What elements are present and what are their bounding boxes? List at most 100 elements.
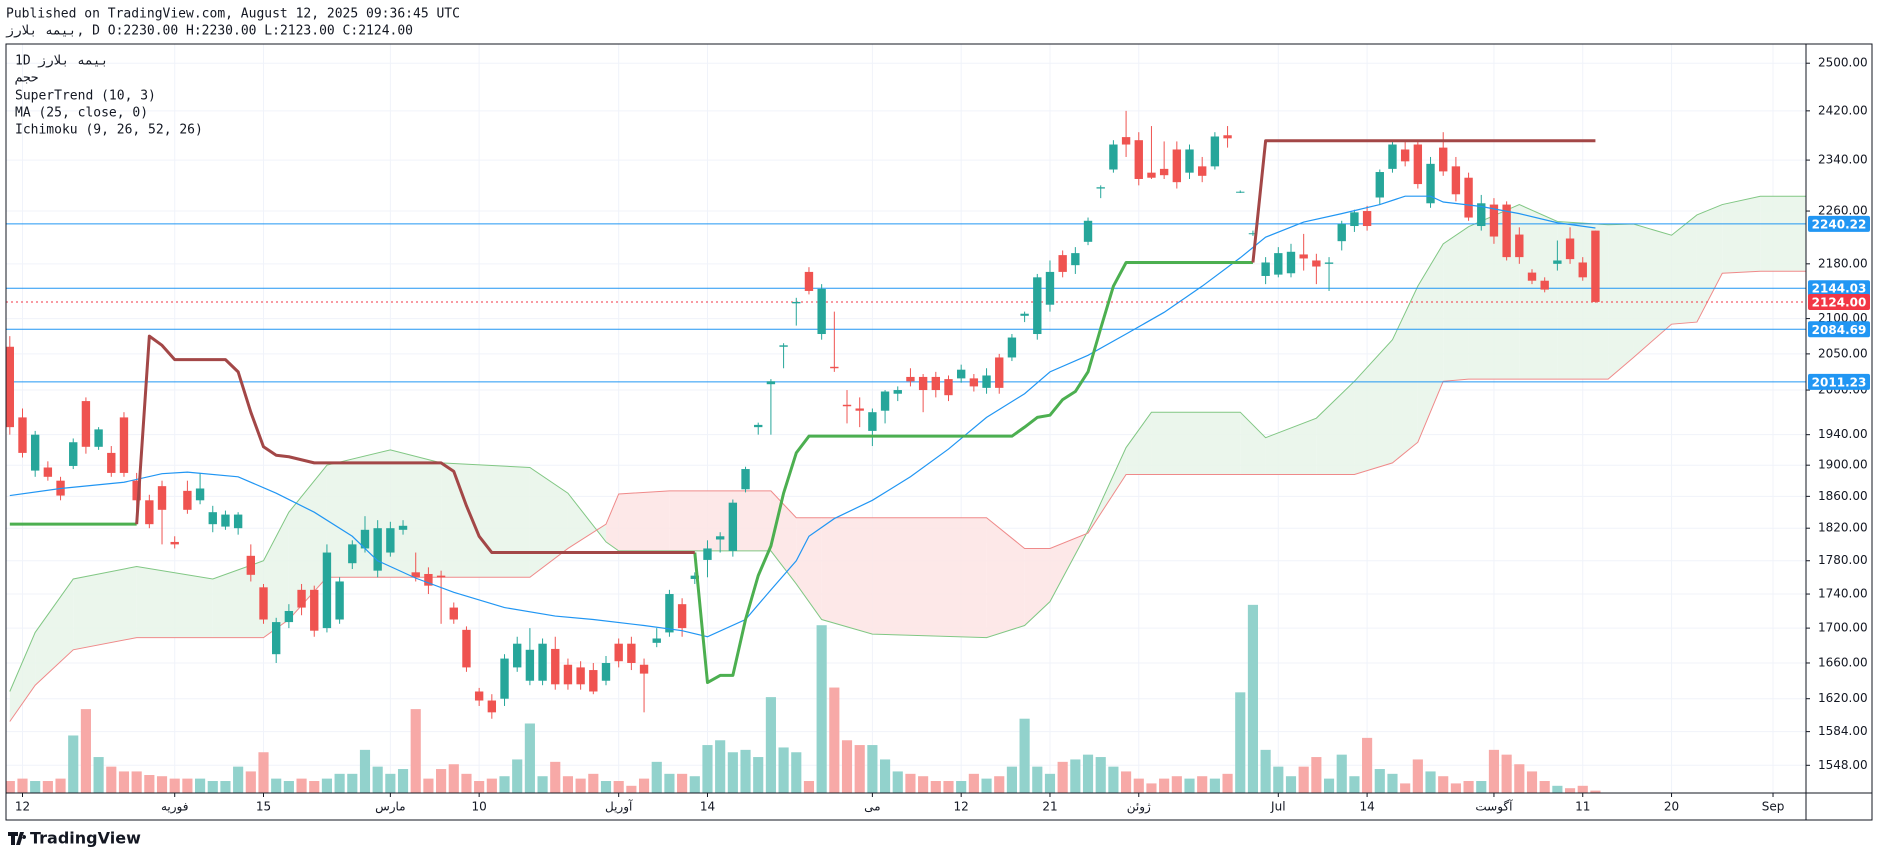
volume-bar <box>321 778 333 793</box>
candle-body <box>424 573 433 586</box>
volume-bar <box>1019 718 1030 793</box>
cloud-segment <box>1316 381 1355 475</box>
y-tick-label: 1620.00 <box>1818 691 1868 705</box>
candle-body <box>1591 230 1600 302</box>
volume-bar <box>550 761 561 793</box>
volume-bar <box>1349 776 1360 793</box>
cloud-segment <box>1519 204 1558 380</box>
price-badge <box>1808 293 1870 310</box>
candle-body <box>589 670 598 692</box>
price-badge-label: 2144.03 <box>1812 282 1867 296</box>
price-badge <box>1808 321 1870 338</box>
candle-body <box>272 622 281 655</box>
candle-body <box>1223 135 1232 139</box>
y-tick-label: 1780.00 <box>1818 553 1868 567</box>
volume-bar <box>651 761 662 793</box>
volume-bar <box>664 773 675 793</box>
candle-body <box>817 288 826 335</box>
price-badge-label: 2240.22 <box>1812 217 1867 231</box>
volume-bar <box>423 778 434 793</box>
volume-bar <box>727 752 738 793</box>
candle-body <box>918 376 928 391</box>
volume-bar <box>347 773 358 793</box>
volume-bar <box>740 749 751 793</box>
candle-body <box>1147 172 1156 178</box>
legend: 1D بیمه بلارز حجم SuperTrend (10, 3) MA … <box>15 54 203 138</box>
candle-body <box>601 662 611 681</box>
volume-bar <box>271 778 282 793</box>
cloud-segment <box>986 517 1025 638</box>
candle-body <box>525 649 535 681</box>
candle-body <box>500 658 509 699</box>
x-tick-label: 14 <box>700 800 715 814</box>
price-badge <box>1808 373 1870 390</box>
candle-body <box>1121 137 1131 145</box>
candle-body <box>995 357 1004 388</box>
logo-text: TradingView <box>30 829 141 848</box>
candle-body <box>1007 337 1017 358</box>
volume-bar <box>461 773 472 793</box>
y-tick-label: 1820.00 <box>1818 521 1868 535</box>
cloud-segment <box>1417 243 1444 443</box>
volume-bar <box>626 785 637 793</box>
volume-bar <box>1159 778 1170 793</box>
candle-body <box>868 412 877 431</box>
frame <box>5 43 1873 821</box>
volume-bar <box>943 781 954 793</box>
volume-bar <box>715 740 726 793</box>
cloud-segment <box>1126 412 1152 475</box>
volume-bar <box>1273 766 1284 793</box>
candle-body <box>627 643 636 663</box>
volume-bar <box>575 778 586 793</box>
volume-bar <box>1171 776 1182 793</box>
candle-body <box>1540 280 1549 290</box>
volume-bar <box>1057 761 1068 793</box>
candle-body <box>1033 277 1042 335</box>
cloud-segment <box>567 493 606 549</box>
candle-body <box>170 541 179 545</box>
candle-body <box>1439 147 1448 172</box>
candle-body <box>69 442 78 466</box>
volume-bar <box>1184 778 1195 793</box>
x-tick-label: 15 <box>256 800 271 814</box>
candle-body <box>690 575 699 579</box>
candle-body <box>728 502 738 551</box>
candle-body <box>639 664 649 674</box>
symbol-ohlc: بیمه بلارز, D O:2230.00 H:2230.00 L:2123… <box>5 24 413 39</box>
candle-body <box>195 488 205 501</box>
candle-body <box>6 346 14 428</box>
volume-bar <box>309 781 320 793</box>
candle-body <box>665 594 674 633</box>
candle-body <box>1198 166 1207 176</box>
candle-body <box>360 529 370 549</box>
candle-body <box>348 544 357 564</box>
price-badge-label: 2084.69 <box>1812 323 1867 337</box>
candle-body <box>1375 172 1384 198</box>
published-note: Published on TradingView.com, August 12,… <box>6 7 460 22</box>
volume-bar <box>499 776 510 793</box>
volume-bar <box>816 625 827 793</box>
cloud-segment <box>821 517 873 635</box>
volume-bar <box>106 766 117 793</box>
volume-bar <box>1133 778 1144 793</box>
y-tick-label: 2500.00 <box>1818 56 1868 70</box>
candle-body <box>81 401 91 447</box>
cloud-segment <box>1696 204 1723 323</box>
candle-body <box>18 417 27 453</box>
volume-bar <box>981 778 992 793</box>
volume-bar <box>1146 783 1157 793</box>
legend-symbol: بیمه بلارز <box>37 54 108 69</box>
candle-body <box>842 404 852 407</box>
candle-body <box>1515 234 1524 258</box>
candle-body <box>1172 149 1182 183</box>
y-tick-label: 1548.00 <box>1818 758 1868 772</box>
candle-body <box>1565 238 1575 260</box>
candle-body <box>513 643 522 668</box>
volume-bar <box>512 759 523 793</box>
candle-body <box>715 536 725 540</box>
candle-body <box>398 525 408 530</box>
candle-body <box>284 610 294 623</box>
candle-body <box>373 528 382 571</box>
volume-bar <box>30 781 41 793</box>
candle-body <box>1248 233 1258 235</box>
